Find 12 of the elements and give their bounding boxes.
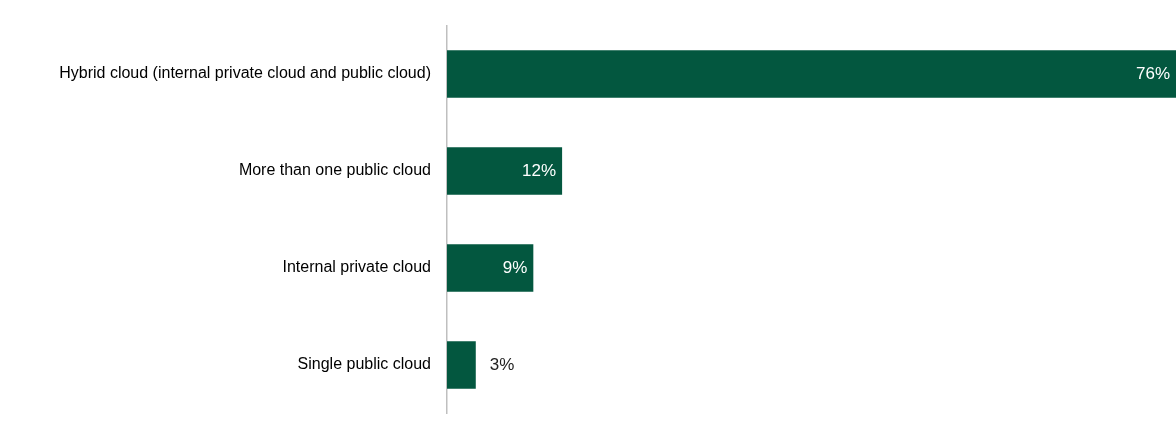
y-tick-label: More than one public cloud <box>238 161 431 179</box>
y-tick-label: Internal private cloud <box>282 258 431 276</box>
data-label: 76% <box>1135 63 1170 83</box>
y-tick-label: Hybrid cloud (internal private cloud and public cloud) <box>59 64 431 82</box>
bar <box>447 147 563 195</box>
data-label: 9% <box>502 257 528 277</box>
bar <box>447 244 534 292</box>
data-label: 12% <box>522 160 557 180</box>
bar <box>447 341 476 389</box>
y-tick-label: Single public cloud <box>297 355 431 373</box>
bar <box>447 50 1176 98</box>
data-label: 3% <box>489 354 515 374</box>
